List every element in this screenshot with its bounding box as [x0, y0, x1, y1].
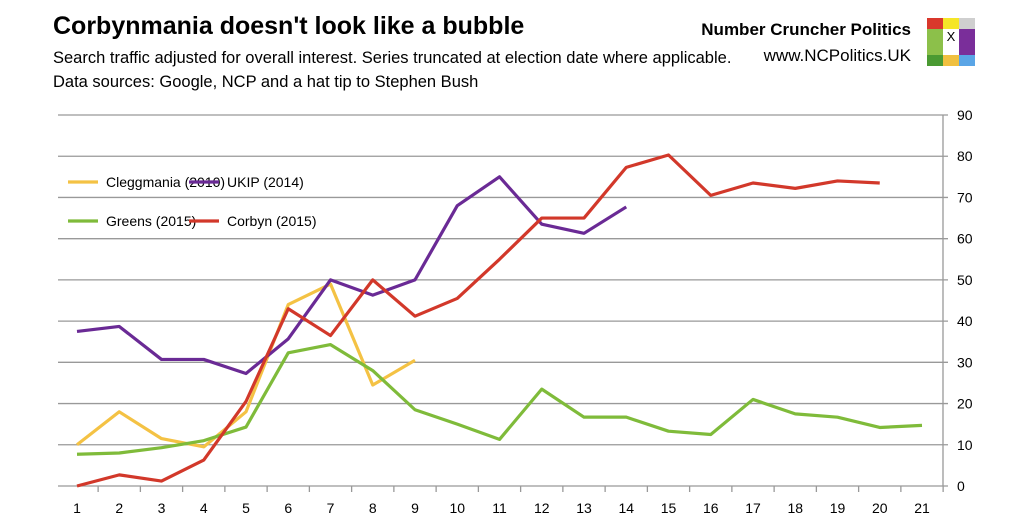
- logo-cell: [927, 28, 943, 56]
- logo-cell: [959, 28, 975, 56]
- y-tick-label: 40: [957, 313, 973, 329]
- legend-label: Corbyn (2015): [227, 213, 317, 229]
- logo-cell: [959, 55, 975, 66]
- y-tick-label: 0: [957, 478, 965, 494]
- series-line-ukip: [76, 175, 628, 376]
- y-tick-label: 60: [957, 231, 973, 247]
- x-tick-label: 13: [576, 500, 592, 516]
- x-tick-label: 4: [200, 500, 208, 516]
- x-tick-label: 20: [872, 500, 888, 516]
- y-tick-label: 20: [957, 396, 973, 412]
- legend-label: Greens (2015): [106, 213, 196, 229]
- x-tick-label: 6: [284, 500, 292, 516]
- legend-label: Cleggmania (2010): [106, 174, 225, 190]
- logo-cell: [927, 55, 943, 66]
- chart-title: Corbynmania doesn't look like a bubble: [53, 12, 525, 40]
- x-tick-label: 14: [618, 500, 634, 516]
- x-tick-label: 15: [661, 500, 677, 516]
- y-tick-label: 80: [957, 148, 973, 164]
- x-tick-label: 17: [745, 500, 761, 516]
- legend-label: UKIP (2014): [227, 174, 304, 190]
- ncp-logo: X: [927, 18, 975, 66]
- x-tick-label: 2: [115, 500, 123, 516]
- x-tick-label: 11: [492, 500, 507, 516]
- x-tick-label: 19: [830, 500, 846, 516]
- x-tick-label: 8: [369, 500, 377, 516]
- x-tick-label: 21: [914, 500, 930, 516]
- brand-name: Number Cruncher Politics: [701, 20, 911, 39]
- x-tick-label: 16: [703, 500, 719, 516]
- chart-subtitle: Search traffic adjusted for overall inte…: [53, 49, 732, 91]
- logo-cell: [927, 18, 943, 29]
- logo-cell: X: [943, 28, 959, 56]
- series-line-greens: [76, 343, 923, 456]
- series-line-corbyn: [76, 153, 880, 488]
- brand-url: www.NCPolitics.UK: [763, 46, 911, 65]
- series-line-cleggmania: [76, 282, 416, 449]
- x-tick-label: 12: [534, 500, 550, 516]
- y-tick-label: 50: [957, 272, 973, 288]
- x-tick-label: 10: [449, 500, 465, 516]
- logo-cell: [959, 18, 975, 29]
- y-tick-label: 10: [957, 437, 973, 453]
- y-tick-label: 90: [957, 107, 973, 123]
- y-tick-label: 30: [957, 354, 973, 370]
- x-tick-label: 9: [411, 500, 419, 516]
- x-tick-label: 7: [327, 500, 335, 516]
- logo-cell: [943, 18, 959, 29]
- x-tick-label: 5: [242, 500, 250, 516]
- x-tick-label: 3: [158, 500, 166, 516]
- logo-cell: [943, 55, 959, 66]
- x-tick-label: 1: [73, 500, 81, 516]
- y-tick-label: 70: [957, 189, 973, 205]
- x-tick-label: 18: [787, 500, 803, 516]
